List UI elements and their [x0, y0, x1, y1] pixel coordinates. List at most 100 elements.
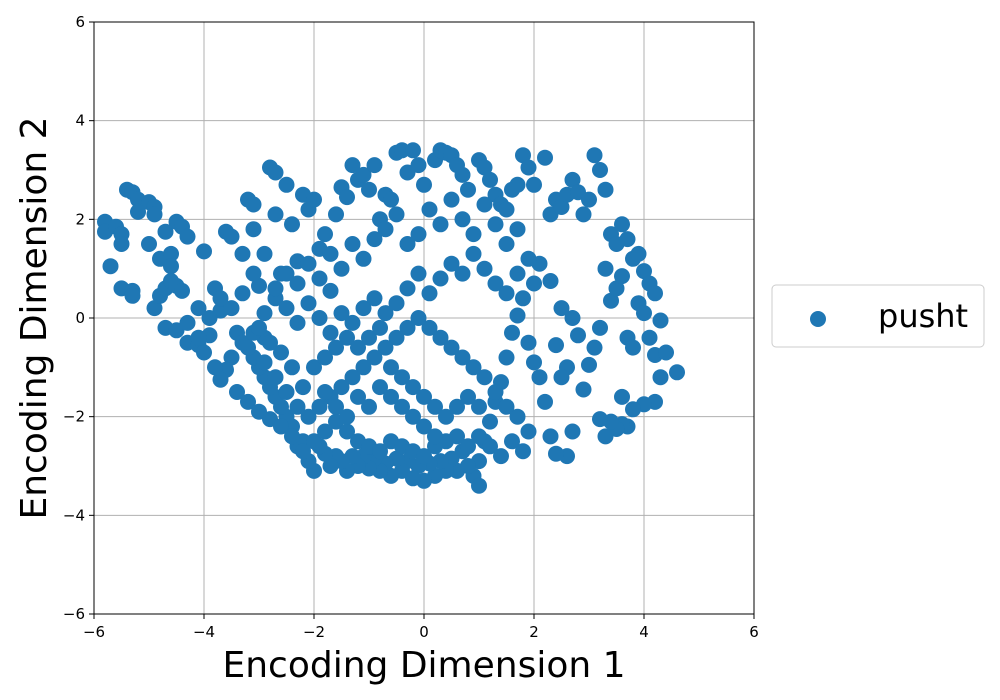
scatter-point	[245, 265, 262, 282]
scatter-point	[586, 339, 603, 356]
scatter-point	[361, 398, 377, 415]
scatter-point	[322, 245, 339, 262]
scatter-point	[515, 443, 531, 460]
scatter-point	[355, 359, 372, 376]
scatter-point	[443, 339, 460, 356]
x-tick-label: −4	[193, 623, 215, 641]
scatter-point	[636, 305, 652, 322]
x-tick-label: 4	[639, 623, 649, 641]
scatter-point	[273, 418, 289, 435]
x-tick-label: 2	[529, 623, 539, 641]
scatter-point	[421, 285, 438, 302]
scatter-point	[449, 398, 465, 415]
scatter-point	[234, 334, 251, 351]
scatter-point	[399, 280, 416, 297]
scatter-point	[174, 282, 190, 299]
scatter-point	[564, 423, 581, 440]
scatter-point	[625, 401, 641, 418]
scatter-point	[509, 176, 526, 193]
scatter-point	[223, 228, 240, 245]
scatter-point	[608, 280, 625, 297]
scatter-point	[256, 354, 273, 371]
scatter-point	[575, 381, 592, 398]
scatter-point	[229, 384, 245, 400]
scatter-point	[322, 282, 339, 299]
scatter-point	[317, 349, 333, 366]
scatter-point	[196, 344, 212, 361]
scatter-point	[443, 255, 460, 272]
scatter-point	[300, 408, 317, 425]
scatter-point	[416, 176, 432, 193]
scatter-point	[196, 243, 212, 260]
scatter-point	[614, 216, 630, 233]
scatter-point	[548, 445, 564, 462]
scatter-point	[493, 448, 509, 465]
scatter-point	[322, 324, 339, 341]
scatter-point	[383, 359, 399, 376]
scatter-point	[592, 411, 608, 428]
scatter-point	[465, 245, 482, 262]
scatter-point	[509, 408, 526, 425]
scatter-point	[421, 319, 438, 336]
scatter-point	[652, 312, 669, 329]
scatter-point	[306, 433, 322, 450]
scatter-point	[344, 157, 361, 174]
scatter-point	[509, 307, 526, 324]
scatter-point	[410, 157, 427, 174]
scatter-point	[317, 226, 333, 243]
scatter-point	[256, 245, 273, 262]
scatter-point	[207, 359, 223, 376]
scatter-point	[251, 319, 267, 336]
scatter-point	[405, 142, 421, 159]
scatter-point	[344, 314, 361, 331]
scatter-point	[399, 236, 416, 252]
scatter-point	[383, 388, 399, 405]
x-tick-label: −2	[303, 623, 325, 641]
scatter-point	[278, 176, 295, 193]
scatter-point	[432, 329, 449, 346]
scatter-point	[366, 349, 383, 366]
scatter-point	[476, 159, 493, 176]
scatter-point	[416, 418, 432, 435]
scatter-point	[333, 379, 350, 396]
scatter-point	[284, 216, 300, 233]
x-axis-label: Encoding Dimension 1	[222, 645, 625, 686]
scatter-point	[350, 339, 366, 356]
scatter-point	[267, 369, 284, 386]
scatter-point	[603, 292, 619, 309]
scatter-point	[355, 166, 372, 183]
scatter-point	[306, 191, 322, 208]
y-tick-label: −4	[63, 506, 85, 524]
scatter-point	[432, 270, 449, 287]
scatter-point	[388, 329, 405, 346]
scatter-point	[454, 211, 471, 228]
scatter-point	[498, 398, 515, 415]
scatter-point	[289, 398, 306, 415]
scatter-point	[520, 159, 537, 176]
scatter-point	[542, 273, 559, 289]
scatter-point	[366, 231, 383, 248]
scatter-point	[630, 245, 647, 262]
scatter-point	[300, 295, 317, 312]
x-tick-label: 6	[749, 623, 759, 641]
scatter-point	[597, 181, 614, 198]
scatter-point	[339, 408, 355, 425]
legend-marker	[810, 311, 826, 327]
legend: pusht	[771, 284, 985, 348]
scatter-point	[482, 171, 498, 188]
scatter-point	[553, 199, 570, 215]
scatter-point	[465, 226, 482, 243]
scatter-point	[482, 438, 498, 455]
scatter-point	[410, 265, 427, 282]
scatter-point	[399, 319, 416, 336]
scatter-point	[267, 206, 284, 223]
scatter-point	[416, 448, 432, 465]
scatter-point	[278, 300, 295, 317]
scatter-point	[394, 142, 410, 159]
legend-frame	[771, 284, 985, 348]
scatter-point	[201, 310, 218, 326]
scatter-point	[553, 369, 570, 386]
scatter-point	[520, 423, 537, 440]
scatter-point	[339, 329, 355, 346]
